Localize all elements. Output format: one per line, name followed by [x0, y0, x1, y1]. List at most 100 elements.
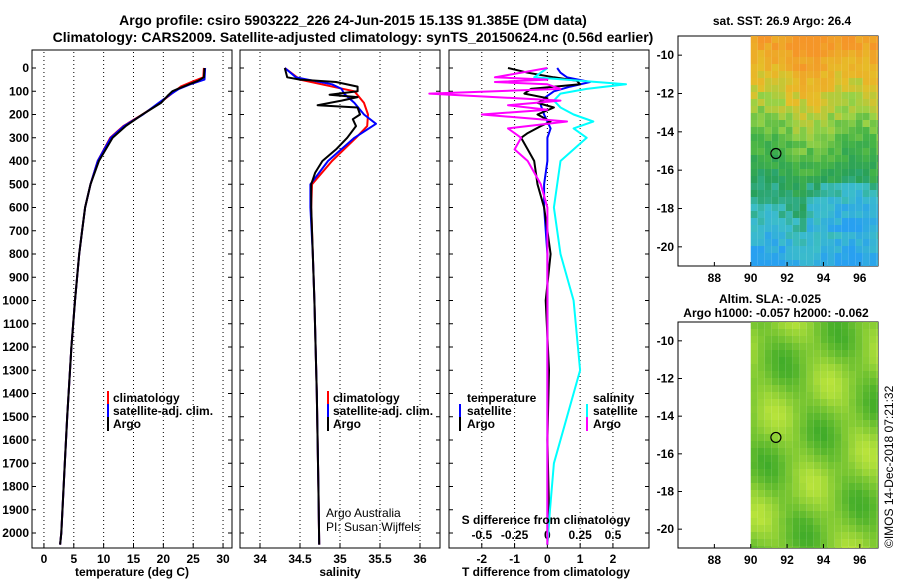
map-cell: [813, 364, 821, 371]
map-cell: [869, 364, 877, 371]
map-cell: [827, 539, 835, 546]
map-cell: [834, 218, 842, 225]
map-cell: [757, 448, 765, 455]
map-cell: [778, 36, 786, 43]
map-cell: [792, 155, 800, 162]
map-cell: [827, 441, 835, 448]
map-cell: [764, 190, 772, 197]
map-cell: [799, 71, 807, 78]
series-climatology-line: [59, 67, 205, 545]
map-cell: [778, 225, 786, 232]
map-cell: [827, 92, 835, 99]
map-cell: [806, 113, 814, 120]
map-cell: [799, 232, 807, 239]
map-cell: [778, 420, 786, 427]
map-cell: [757, 190, 765, 197]
map-cell: [799, 448, 807, 455]
map-cell: [848, 413, 856, 420]
legend-clim-label: climatology: [113, 391, 180, 405]
map-cell: [771, 127, 779, 134]
map-cell: [806, 371, 814, 378]
map-cell: [778, 134, 786, 141]
map-cell: [813, 36, 821, 43]
map-cell: [806, 162, 814, 169]
map-cell: [792, 385, 800, 392]
map-cell: [862, 197, 870, 204]
map-cell: [764, 183, 772, 190]
map-cell: [827, 246, 835, 253]
map-cell: [778, 253, 786, 260]
map-cell: [792, 197, 800, 204]
map-cell: [869, 204, 877, 211]
map-cell: [820, 155, 828, 162]
series-s-argo-line: [428, 67, 568, 545]
x-tick-label: 35.5: [368, 552, 392, 566]
map-cell: [834, 134, 842, 141]
map-cell: [876, 357, 878, 364]
map-cell: [841, 343, 849, 350]
map-cell: [820, 378, 828, 385]
map-cell: [799, 176, 807, 183]
map-cell: [778, 427, 786, 434]
map-cell: [813, 134, 821, 141]
map-cell: [757, 253, 765, 260]
y-tick-label: 300: [9, 131, 29, 145]
map-cell: [778, 378, 786, 385]
map-cell: [750, 343, 758, 350]
map-cell: [876, 253, 878, 260]
map-cell: [834, 455, 842, 462]
map-cell: [764, 546, 772, 548]
map-cell: [834, 336, 842, 343]
map-cell: [764, 364, 772, 371]
map-cell: [785, 525, 793, 532]
map-cell: [792, 260, 800, 266]
map-cell: [848, 50, 856, 57]
map-cell: [834, 225, 842, 232]
map-cell: [855, 462, 863, 469]
map-cell: [750, 253, 758, 260]
map-cell: [771, 134, 779, 141]
map-cell: [806, 232, 814, 239]
map-cell: [771, 462, 779, 469]
map-cell: [799, 57, 807, 64]
map-cell: [792, 525, 800, 532]
map-cell: [855, 78, 863, 85]
map-cell: [862, 127, 870, 134]
map-cell: [764, 253, 772, 260]
map-cell: [757, 99, 765, 106]
map-cell: [855, 441, 863, 448]
map-cell: [841, 148, 849, 155]
map-cell: [827, 106, 835, 113]
map-cell: [834, 420, 842, 427]
map-cell: [876, 169, 878, 176]
map-cell: [834, 64, 842, 71]
map-cell: [813, 350, 821, 357]
map-cell: [841, 78, 849, 85]
map-cell: [764, 483, 772, 490]
map-cell: [785, 378, 793, 385]
map-cell: [771, 511, 779, 518]
map-cell: [771, 225, 779, 232]
map-cell: [820, 197, 828, 204]
map-cell: [841, 434, 849, 441]
map-cell: [869, 253, 877, 260]
map-cell: [848, 127, 856, 134]
map-cell: [771, 78, 779, 85]
map-cell: [771, 141, 779, 148]
map-cell: [855, 169, 863, 176]
map-cell: [792, 329, 800, 336]
map-cell: [799, 434, 807, 441]
map-cell: [785, 336, 793, 343]
map-cell: [827, 406, 835, 413]
map-cell: [827, 176, 835, 183]
map-cell: [848, 197, 856, 204]
map-cell: [862, 546, 870, 548]
map-cell: [862, 434, 870, 441]
sla-map-title: Altim. SLA: -0.025: [719, 292, 821, 306]
map-cell: [799, 141, 807, 148]
map-cell: [750, 134, 758, 141]
map-cell: [806, 43, 814, 50]
map-cell: [876, 141, 878, 148]
map-cell: [855, 141, 863, 148]
map-cell: [862, 155, 870, 162]
